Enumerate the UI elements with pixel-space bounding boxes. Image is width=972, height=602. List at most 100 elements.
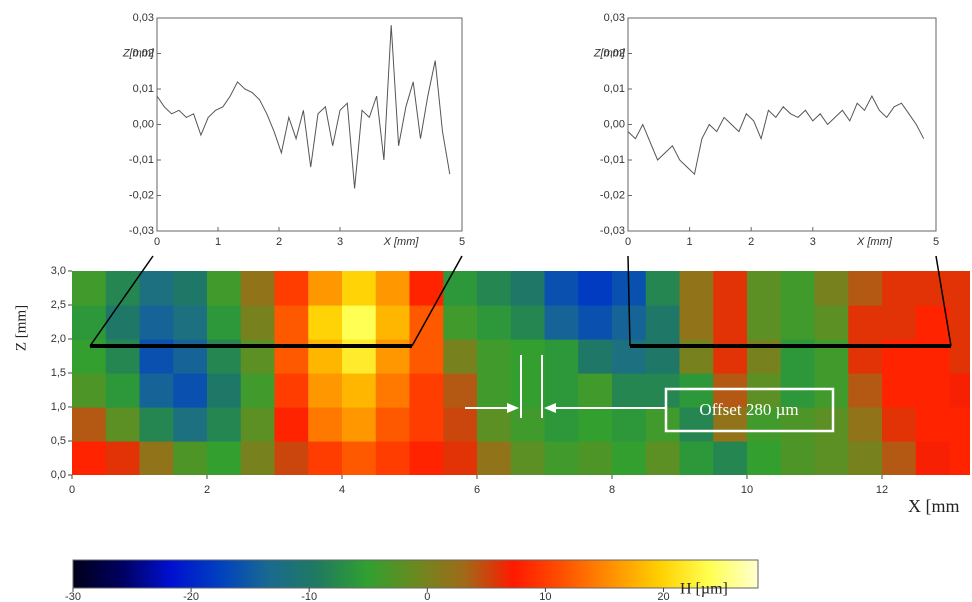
heat-cell (679, 441, 714, 475)
heat-cell (274, 441, 309, 475)
arrow-head (507, 403, 519, 413)
heat-cell (679, 373, 714, 408)
heat-cell (949, 407, 970, 442)
heat-cell (578, 407, 613, 442)
x-tick-label: 1 (687, 236, 693, 248)
heat-cell (375, 441, 411, 475)
heat-cell (139, 305, 174, 340)
heat-cell (645, 373, 681, 408)
heat-cell (882, 441, 917, 475)
heat-cell (274, 271, 309, 306)
heat-cell (747, 441, 782, 475)
heat-cell (949, 339, 970, 374)
y-tick-label: 0,00 (133, 118, 154, 130)
heat-cell (139, 373, 174, 408)
y-tick-label: 0,01 (604, 83, 625, 95)
heat-cell (780, 441, 816, 475)
heat-cell (207, 373, 242, 408)
x-tick-label: 5 (459, 236, 465, 248)
x-tick-label: 6 (474, 484, 480, 496)
heat-cell (477, 441, 512, 475)
heat-cell (645, 441, 681, 475)
x-axis-label: X [mm] (856, 236, 893, 248)
heat-cell (173, 441, 208, 475)
heat-cell (139, 271, 174, 306)
heat-cell (747, 373, 782, 408)
heat-cell (679, 271, 714, 306)
heat-cell (409, 441, 444, 475)
heat-cell (375, 373, 411, 408)
x-tick-label: 0 (69, 484, 75, 496)
heat-cell (713, 305, 748, 340)
heat-cell (409, 271, 444, 306)
heat-cell (949, 373, 970, 408)
heat-cell (882, 373, 917, 408)
heat-cell (240, 373, 276, 408)
heat-cell (72, 305, 107, 340)
x-tick-label: 5 (933, 236, 939, 248)
y-tick-label: 0,0 (51, 469, 66, 481)
y-tick-label: 0,02 (133, 47, 154, 59)
heat-cell (443, 305, 478, 340)
heat-cell (510, 407, 546, 442)
heat-cell (510, 305, 546, 340)
colorbar-tick-label: -10 (301, 591, 317, 602)
heat-cell (645, 407, 681, 442)
heat-cell (915, 441, 951, 475)
plot-frame (627, 17, 937, 232)
y-tick-label: 1,5 (51, 367, 66, 379)
colorbar-label: H [µm] (680, 581, 728, 598)
y-tick-label: 2,0 (51, 333, 66, 345)
heat-cell (747, 271, 782, 306)
y-tick-label: -0,02 (600, 189, 625, 201)
heat-cell (544, 373, 579, 408)
heat-cell (747, 305, 782, 340)
colorbar-tick-label: 20 (657, 591, 669, 602)
heat-cell (139, 407, 174, 442)
profile (156, 25, 451, 189)
heat-cell (780, 373, 816, 408)
y-axis-label: Z[mm] (122, 47, 155, 59)
heat-cell (544, 407, 579, 442)
heat-cell (679, 407, 714, 442)
heat-cell (342, 271, 377, 306)
heat-cell (375, 305, 411, 340)
heat-cell (443, 271, 478, 306)
heat-cell (477, 271, 512, 306)
heat-cell (578, 305, 613, 340)
heat-cell (409, 373, 444, 408)
heat-cell (477, 407, 512, 442)
heat-cell (780, 407, 816, 442)
heat-cell (949, 441, 970, 475)
y-tick-label: 2,5 (51, 299, 66, 311)
colorbar-tick-label: -30 (65, 591, 81, 602)
heat-cell (814, 271, 849, 306)
annotation: Offset 280 µm (699, 400, 798, 419)
connector (627, 255, 631, 347)
heat-cell (105, 271, 141, 306)
heat-cell (173, 305, 208, 340)
profile (627, 95, 925, 176)
y-axis-label: Z [mm] (13, 305, 29, 351)
x-tick-label: 2 (204, 484, 210, 496)
y-tick-label: 0,03 (133, 12, 154, 24)
y-axis-label: Z[mm] (593, 47, 626, 59)
heat-cell (645, 271, 681, 306)
heat-cell (139, 441, 174, 475)
heat-cell (510, 373, 546, 408)
heat-cell (375, 407, 411, 442)
connector (935, 255, 952, 347)
heat-cell (105, 305, 141, 340)
y-tick-label: 3,0 (51, 265, 66, 277)
heat-cell (240, 441, 276, 475)
heat-cell (510, 339, 546, 374)
heat-cell (544, 441, 579, 475)
heat-cell (72, 373, 107, 408)
heat-cell (578, 441, 613, 475)
colorbar-tick-label: 10 (539, 591, 551, 602)
y-tick-label: 1,0 (51, 401, 66, 413)
heat-cell (409, 339, 444, 374)
y-tick-label: -0,01 (129, 154, 154, 166)
connector (89, 255, 154, 347)
heat-cell (848, 373, 883, 408)
